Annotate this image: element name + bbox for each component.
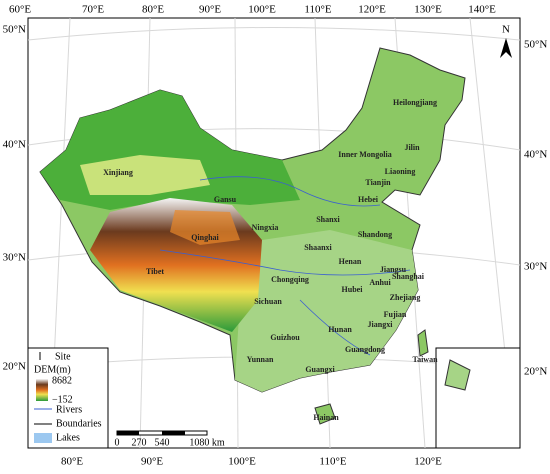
- legend-lakes: Lakes: [56, 432, 80, 443]
- top-label: 60°E: [9, 4, 31, 16]
- region-label: Taiwan: [412, 355, 438, 364]
- legend-rivers: Rivers: [56, 404, 82, 415]
- inset-box: [435, 347, 521, 449]
- region-label: Jilin: [404, 143, 420, 152]
- bottom-label: 100°E: [228, 456, 256, 468]
- region-label: Shaanxi: [304, 243, 332, 252]
- right-label: 40°N: [524, 149, 547, 161]
- region-label: Inner Mongolia: [338, 150, 391, 159]
- region-label: Shanghai: [392, 272, 425, 281]
- top-label: 70°E: [82, 4, 104, 16]
- region-label: Hunan: [328, 325, 352, 334]
- top-label: 90°E: [199, 4, 221, 16]
- legend-dem: DEM(m): [34, 364, 71, 375]
- north-label: N: [502, 24, 510, 36]
- dem-ramp: [36, 379, 48, 401]
- left-label: 30°N: [3, 252, 26, 264]
- region-label: Jiangxi: [368, 320, 394, 329]
- region-label: Hainan: [313, 413, 339, 422]
- legend-dem-max: 8682: [52, 375, 72, 386]
- scale-label: 270: [132, 437, 147, 448]
- scale-label: 1080 km: [189, 437, 225, 448]
- region-label: Liaoning: [385, 167, 416, 176]
- top-label: 80°E: [142, 4, 164, 16]
- top-label: 100°E: [248, 4, 276, 16]
- hainan: [314, 403, 336, 425]
- left-label: 40°N: [3, 139, 26, 151]
- region-label: Anhui: [369, 278, 391, 287]
- right-label: 20°N: [524, 366, 547, 378]
- region-label: Shandong: [358, 230, 392, 239]
- region-label: Qinghai: [191, 233, 219, 242]
- region-label: Guangdong: [345, 345, 385, 354]
- rivers: [159, 176, 411, 356]
- region-label: Jiangsu: [380, 265, 407, 274]
- region-label: Yunnan: [247, 355, 274, 364]
- region-desert: [80, 155, 210, 195]
- region-label: Ningxia: [252, 223, 279, 232]
- scale-label: 0: [115, 437, 120, 448]
- scale-bar: [116, 430, 208, 436]
- left-label: 50°N: [3, 24, 26, 36]
- right-label: 30°N: [524, 261, 547, 273]
- region-label: Hubei: [342, 285, 364, 294]
- north-arrow: [500, 38, 512, 58]
- region-label: Hebei: [358, 195, 379, 204]
- legend-boundaries: Boundaries: [56, 418, 102, 429]
- region-label: Gansu: [214, 195, 237, 204]
- region-label: Xinjiang: [103, 168, 133, 177]
- region-qinghai: [170, 210, 240, 245]
- region-label: Zhejiang: [390, 293, 421, 302]
- bottom-label: 110°E: [319, 456, 346, 468]
- region-label: Henan: [339, 257, 362, 266]
- scale-label: 540: [155, 437, 170, 448]
- region-label: Heilongjiang: [393, 98, 437, 107]
- region-label: Sichuan: [254, 297, 282, 306]
- bottom-label: 90°E: [141, 456, 163, 468]
- region-label: Shanxi: [316, 215, 340, 224]
- region-label: Fujian: [384, 310, 407, 319]
- bottom-label: 80°E: [61, 456, 83, 468]
- right-label: 50°N: [524, 39, 547, 51]
- region-label: Guangxi: [305, 365, 335, 374]
- top-label: 120°E: [358, 4, 386, 16]
- region-label: Chongqing: [271, 275, 309, 284]
- region-label: Tianjin: [365, 178, 391, 187]
- region-label: Tibet: [146, 267, 164, 276]
- left-label: 20°N: [3, 361, 26, 373]
- top-label: 140°E: [468, 4, 496, 16]
- top-label: 110°E: [304, 4, 331, 16]
- top-label: 130°E: [414, 4, 442, 16]
- bottom-label: 120°E: [414, 456, 442, 468]
- inset-map: [444, 359, 471, 391]
- legend-site: Site: [55, 351, 71, 362]
- region-label: Guizhou: [270, 333, 300, 342]
- lakes-swatch: [34, 433, 52, 443]
- legend-dem-min: −152: [52, 394, 73, 405]
- taiwan: [417, 329, 429, 357]
